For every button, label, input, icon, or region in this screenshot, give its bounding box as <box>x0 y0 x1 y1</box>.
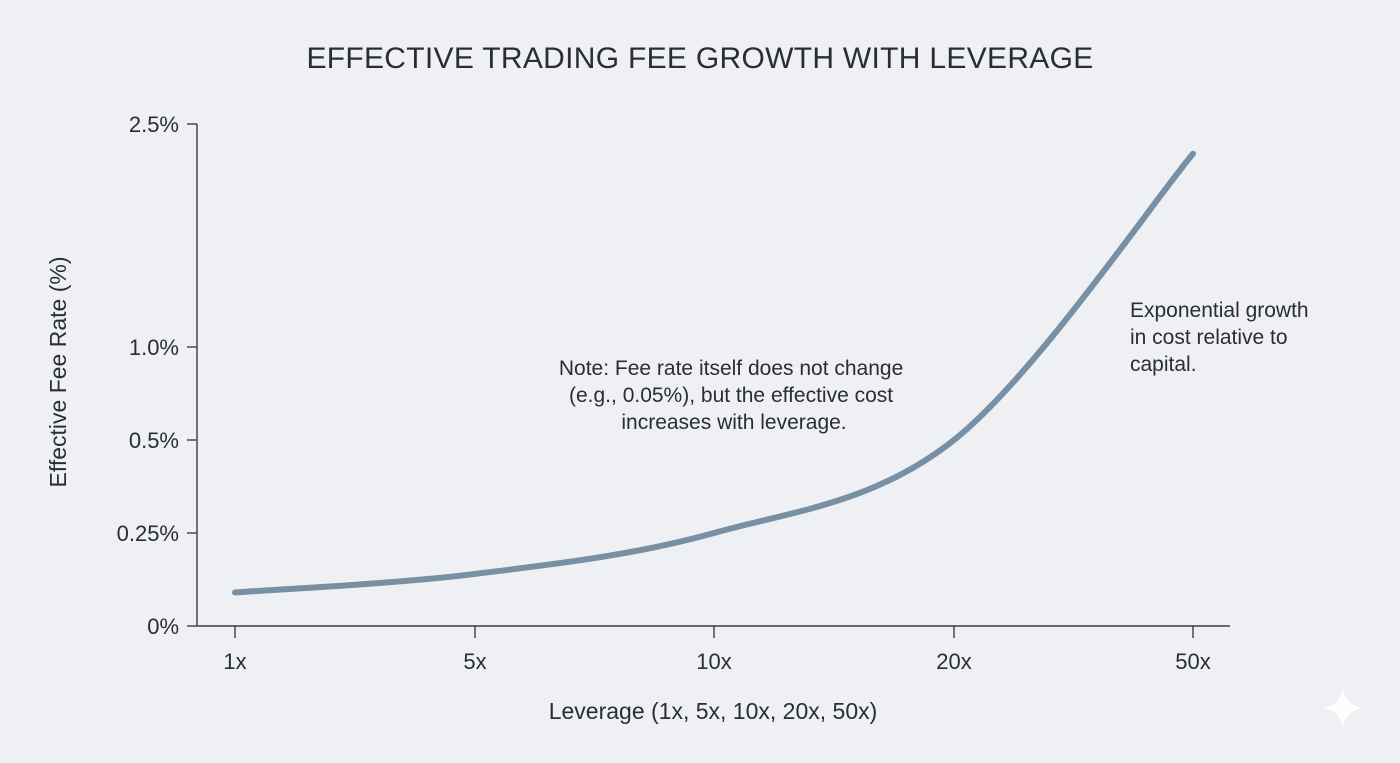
growth-line: capital. <box>1130 353 1197 376</box>
y-axis-ticks: 0% 0.25% 0.5% 1.0% 2.5% <box>117 112 197 639</box>
note-line: Note: Fee rate itself does not change <box>559 357 903 380</box>
annotations: Note: Fee rate itself does not change (e… <box>559 299 1314 434</box>
y-tick-label: 2.5% <box>129 112 179 137</box>
growth-line: in cost relative to <box>1130 326 1288 349</box>
note-line: (e.g., 0.05%), but the effective cost <box>569 384 893 407</box>
x-tick-label: 10x <box>696 649 731 674</box>
note-line: increases with leverage. <box>621 411 846 434</box>
note-annotation: Note: Fee rate itself does not change (e… <box>559 357 909 434</box>
x-tick-label: 20x <box>936 649 971 674</box>
fee-curve-line <box>232 150 1196 596</box>
y-tick-label: 1.0% <box>129 335 179 360</box>
y-tick-label: 0.5% <box>129 428 179 453</box>
y-tick-label: 0% <box>147 614 179 639</box>
growth-line: Exponential growth <box>1130 299 1309 322</box>
x-tick-label: 1x <box>223 649 246 674</box>
sparkle-icon <box>1323 688 1363 728</box>
x-axis-label: Leverage (1x, 5x, 10x, 20x, 50x) <box>549 698 878 724</box>
y-axis-label: Effective Fee Rate (%) <box>45 257 71 488</box>
x-tick-label: 50x <box>1175 649 1210 674</box>
y-tick-label: 0.25% <box>117 521 179 546</box>
chart-title: EFFECTIVE TRADING FEE GROWTH WITH LEVERA… <box>306 42 1093 75</box>
x-axis-ticks: 1x 5x 10x 20x 50x <box>223 626 1211 674</box>
series-layer <box>232 150 1196 596</box>
growth-annotation: Exponential growth in cost relative to c… <box>1130 299 1314 376</box>
x-tick-label: 5x <box>463 649 486 674</box>
